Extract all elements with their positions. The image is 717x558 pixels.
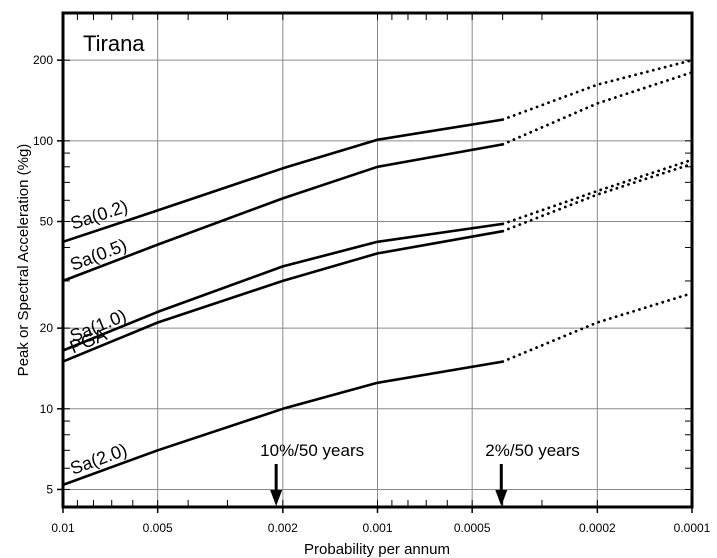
curve-pga-solid: [62, 229, 503, 363]
hazard-curves: [62, 58, 694, 487]
y-tick-label: 5: [46, 482, 53, 496]
y-tick-label: 20: [40, 321, 54, 335]
marker-arrow-head: [270, 490, 283, 506]
y-tick-label: 100: [33, 134, 53, 148]
x-tick-label: 0.005: [143, 521, 173, 535]
curve-sa-0-2-solid: [62, 118, 503, 244]
x-tick-label: 0.002: [268, 521, 298, 535]
chart-title: Tirana: [83, 31, 145, 56]
marker-label: 2%/50 years: [485, 441, 580, 460]
grid-lines: [62, 13, 693, 507]
y-tick-label: 50: [40, 215, 54, 229]
y-tick-labels: 5 10 20 50 100 200: [33, 53, 53, 496]
marker-label: 10%/50 years: [260, 441, 364, 460]
curve-sa-0-5-dotted: [501, 71, 694, 146]
x-tick-label: 0.0001: [674, 521, 711, 535]
curve-sa-1-0-solid: [62, 222, 503, 352]
x-axis-title: Probability per annum: [304, 541, 450, 558]
curve-sa-2-0-solid: [62, 360, 503, 487]
marker-arrow-head: [495, 490, 508, 506]
x-tick-labels: 0.01 0.005 0.002 0.001 0.0005 0.0002 0.0001: [51, 521, 710, 535]
y-tick-label: 200: [33, 53, 53, 67]
curve-sa-2-0-dotted: [501, 291, 694, 364]
x-tick-label: 0.0005: [454, 521, 491, 535]
probability-markers: 10%/50 years 2%/50 years: [260, 441, 580, 506]
x-tick-label: 0.01: [51, 521, 75, 535]
plot-frame: [61, 11, 694, 509]
x-tick-label: 0.001: [362, 521, 392, 535]
y-tick-label: 10: [40, 402, 54, 416]
y-axis-title: Peak or Spectral Acceleration (%g): [15, 144, 32, 377]
x-tick-label: 0.0002: [579, 521, 616, 535]
curve-sa-0-5-solid: [62, 143, 503, 283]
curve-sa-0-2-dotted: [501, 58, 694, 121]
